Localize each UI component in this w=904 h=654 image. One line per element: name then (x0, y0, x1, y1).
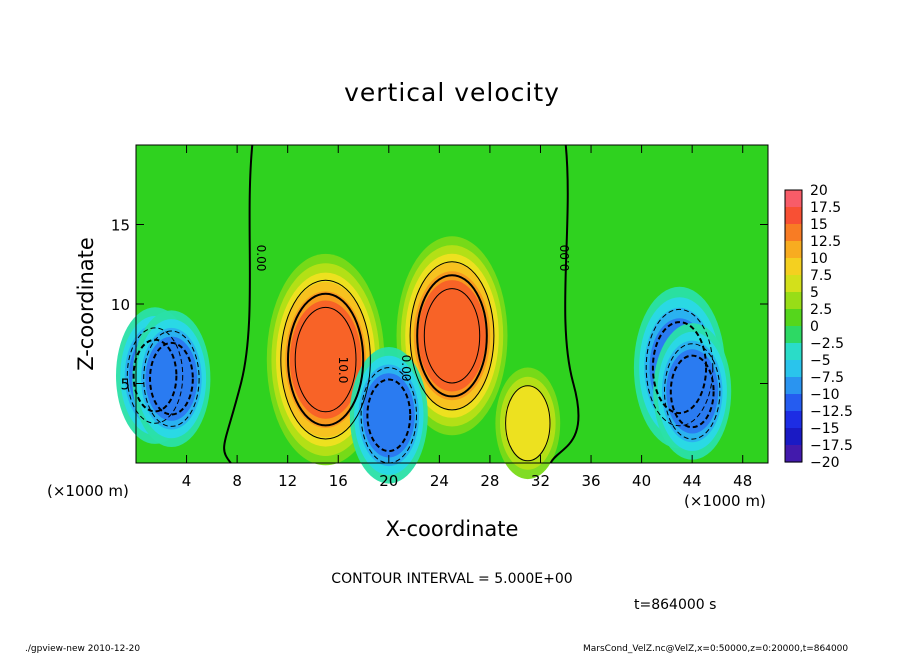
y-tick-label: 5 (120, 376, 130, 394)
colorbar-label: −5 (810, 353, 831, 369)
negative-contour (645, 308, 714, 427)
colorbar-label: −12.5 (810, 404, 853, 420)
colorbar-label: 12.5 (810, 234, 841, 250)
colorbar-swatch (785, 394, 802, 412)
x-unit-label-right: (×1000 m) (684, 492, 766, 510)
colorbar-swatch (785, 275, 802, 293)
colorbar: 2017.51512.5107.552.50−2.5−5−7.5−10−12.5… (784, 183, 853, 471)
negative-contour (126, 327, 184, 424)
positive-contour (505, 385, 551, 462)
x-unit-label-left: (×1000 m) (47, 482, 129, 500)
zero-contour-right (549, 144, 580, 464)
contour-label-peak: 10.0 (336, 357, 350, 384)
negative-contour (143, 330, 200, 427)
negative-contour (366, 378, 412, 453)
x-tick-label: 28 (480, 472, 499, 490)
colorbar-swatch (785, 258, 802, 276)
colorbar-swatch (785, 309, 802, 327)
contour-label-middle: 0.00 (399, 355, 413, 382)
x-tick-label: 20 (379, 472, 398, 490)
field-level (289, 300, 362, 419)
x-tick-label: 44 (683, 472, 702, 490)
colorbar-label: −20 (810, 455, 840, 471)
y-axis: 5 10 15 (111, 217, 768, 394)
y-axis-title: Z-coordinate (74, 237, 98, 371)
colorbar-swatches (785, 190, 802, 463)
negative-contour (669, 354, 715, 429)
field-level (145, 336, 198, 421)
colorbar-swatch (785, 207, 802, 225)
colorbar-swatch (785, 241, 802, 259)
y-tick-label: 10 (111, 296, 130, 314)
contour-label-left: 0.00 (254, 245, 268, 272)
colorbar-label: −2.5 (810, 336, 844, 352)
positive-contour (416, 274, 488, 398)
positive-contour (294, 306, 357, 413)
y-tick-label: 15 (111, 217, 130, 235)
colorbar-label: 17.5 (810, 200, 841, 216)
footer-left: ./gpview-new 2010-12-20 (25, 644, 140, 654)
colorbar-label: 0 (810, 319, 819, 335)
colorbar-swatch (785, 326, 802, 344)
x-axis-title: X-coordinate (386, 517, 519, 541)
negative-contour (149, 341, 194, 416)
x-tick-label: 36 (581, 472, 600, 490)
contour-label-right: 0.00 (558, 245, 572, 272)
colorbar-label: 15 (810, 217, 828, 233)
colorbar-swatch (785, 360, 802, 378)
colorbar-swatch (785, 445, 802, 463)
colorbar-label: 10 (810, 251, 828, 267)
colorbar-label: −17.5 (810, 438, 853, 454)
colorbar-label: −10 (810, 387, 840, 403)
colorbar-swatch (785, 428, 802, 446)
chart-title: vertical velocity (344, 78, 560, 107)
x-tick-label: 16 (329, 472, 348, 490)
x-axis: 4 8 12 16 20 24 28 32 36 40 44 48 (182, 145, 752, 490)
negative-contour (651, 321, 708, 415)
positive-contour (409, 261, 495, 411)
positive-contour (423, 288, 481, 384)
colorbar-swatch (785, 292, 802, 310)
plot-area: 0.00 0.00 10.0 0.00 (116, 144, 769, 484)
colorbar-swatch (785, 377, 802, 395)
time-label: t=864000 s (634, 597, 716, 613)
colorbar-label: −15 (810, 421, 840, 437)
x-tick-label: 48 (733, 472, 752, 490)
colorbar-labels: 2017.51512.5107.552.50−2.5−5−7.5−10−12.5… (810, 183, 853, 471)
colorbar-label: 7.5 (810, 268, 832, 284)
x-tick-label: 8 (232, 472, 242, 490)
colorbar-frame (784, 189, 803, 463)
colorbar-swatch (785, 190, 802, 208)
negative-contour (664, 343, 721, 440)
footer-right: MarsCond_VelZ.nc@VelZ,x=0:50000,z=0:2000… (583, 644, 848, 654)
colorbar-label: 5 (810, 285, 819, 301)
zero-contour-left (223, 144, 254, 464)
contour-interval-note: CONTOUR INTERVAL = 5.000E+00 (331, 571, 572, 587)
x-tick-label: 24 (430, 472, 449, 490)
colorbar-label: 2.5 (810, 302, 832, 318)
x-tick-label: 12 (278, 472, 297, 490)
x-tick-label: 40 (632, 472, 651, 490)
contour-lines (126, 144, 721, 464)
positive-contour (287, 292, 365, 427)
colorbar-label: 20 (810, 183, 828, 199)
colorbar-swatch (785, 343, 802, 361)
colorbar-label: −7.5 (810, 370, 844, 386)
positive-contour (280, 279, 371, 440)
x-tick-label: 4 (182, 472, 192, 490)
field-level (362, 373, 415, 458)
x-tick-label: 32 (531, 472, 550, 490)
field-level (418, 280, 486, 392)
colorbar-swatch (785, 411, 802, 429)
colorbar-swatch (785, 224, 802, 242)
field-level (504, 386, 551, 461)
